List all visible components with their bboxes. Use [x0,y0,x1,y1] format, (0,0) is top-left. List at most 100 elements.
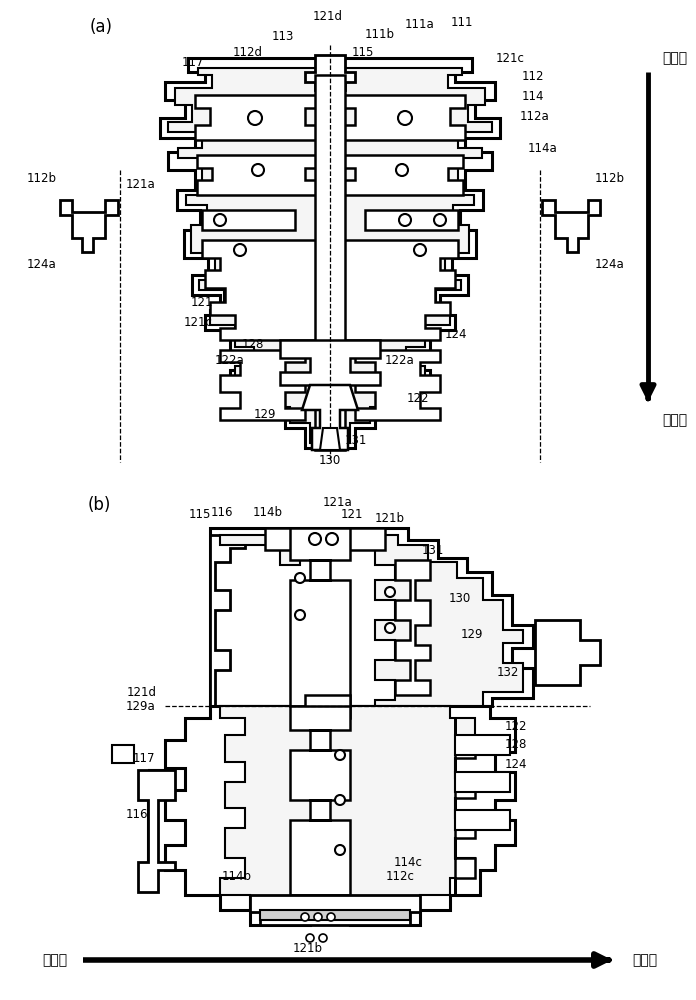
Text: 131: 131 [345,434,367,446]
Polygon shape [210,528,533,706]
Polygon shape [455,718,475,895]
Polygon shape [265,528,385,550]
Polygon shape [280,340,380,385]
Polygon shape [330,68,492,443]
Polygon shape [195,95,320,140]
Polygon shape [305,55,355,90]
Polygon shape [60,200,118,252]
Polygon shape [330,58,500,448]
Polygon shape [220,535,523,706]
Polygon shape [260,910,410,920]
Circle shape [326,533,338,545]
Text: 115: 115 [351,45,374,58]
Text: 124: 124 [505,758,528,770]
Circle shape [234,244,246,256]
Circle shape [385,587,395,597]
Polygon shape [202,240,330,340]
Text: 124a: 124a [595,258,625,271]
Circle shape [214,214,226,226]
Circle shape [295,610,305,620]
Text: 117: 117 [182,55,204,68]
Text: 114: 114 [522,90,544,103]
Text: 122: 122 [406,391,429,404]
Circle shape [319,934,327,942]
Polygon shape [330,240,458,340]
Polygon shape [315,75,345,450]
Text: 117: 117 [132,752,155,764]
Polygon shape [197,155,320,195]
Text: 121b: 121b [293,942,323,954]
Text: 124a: 124a [27,258,57,271]
Text: 112c: 112c [386,870,414,884]
Text: 113: 113 [272,30,294,43]
Text: 122: 122 [505,720,528,732]
Text: 114b: 114b [222,870,252,884]
Text: 122a: 122a [215,354,245,366]
Circle shape [309,533,321,545]
Text: 128: 128 [242,338,264,352]
Text: 114c: 114c [393,856,422,868]
Text: 121a: 121a [323,496,353,510]
Circle shape [335,795,345,805]
Polygon shape [455,735,510,755]
Text: 121c: 121c [184,316,212,328]
Circle shape [327,913,335,921]
Polygon shape [455,810,510,830]
Text: 111b: 111b [365,28,395,41]
Text: 116: 116 [211,506,233,520]
Polygon shape [202,210,295,230]
Text: 112b: 112b [27,172,57,184]
Text: 121d: 121d [313,10,343,23]
Text: 112a: 112a [520,110,550,123]
Polygon shape [340,95,465,140]
Polygon shape [365,210,458,230]
Text: 121: 121 [191,296,213,310]
Text: 112: 112 [522,70,544,84]
Polygon shape [395,560,430,695]
Text: (a): (a) [90,18,113,36]
Polygon shape [340,155,463,195]
Polygon shape [305,695,350,718]
Text: 输入侧: 输入侧 [662,51,687,65]
Circle shape [398,111,412,125]
Circle shape [248,111,262,125]
Polygon shape [302,385,358,450]
Text: 129a: 129a [125,700,155,714]
Circle shape [295,573,305,583]
Polygon shape [535,620,600,685]
Text: 128: 128 [505,738,527,752]
Polygon shape [160,58,330,448]
Text: 129: 129 [461,629,483,642]
Circle shape [414,244,426,256]
Polygon shape [290,528,350,706]
Circle shape [306,934,314,942]
Circle shape [385,623,395,633]
Bar [112,745,134,763]
Circle shape [252,164,264,176]
Text: 114b: 114b [253,506,283,520]
Circle shape [434,214,446,226]
Polygon shape [220,706,475,908]
Circle shape [396,164,408,176]
Text: 115: 115 [189,508,211,522]
Polygon shape [250,895,420,925]
Polygon shape [290,706,350,895]
Text: 124: 124 [445,328,467,342]
Polygon shape [455,772,510,792]
Text: 112d: 112d [233,45,263,58]
Text: 111a: 111a [405,18,435,31]
Polygon shape [138,770,175,892]
Text: 131: 131 [422,544,444,556]
Polygon shape [168,68,330,443]
Text: (b): (b) [88,496,111,514]
Circle shape [399,214,411,226]
Text: 129: 129 [254,408,276,422]
Circle shape [314,913,322,921]
Text: 121b: 121b [375,512,405,524]
Text: 输出侧: 输出侧 [662,413,687,427]
Text: 112b: 112b [595,172,625,184]
Circle shape [335,845,345,855]
Text: 121c: 121c [496,51,525,64]
Text: 121: 121 [341,508,363,522]
Circle shape [301,913,309,921]
